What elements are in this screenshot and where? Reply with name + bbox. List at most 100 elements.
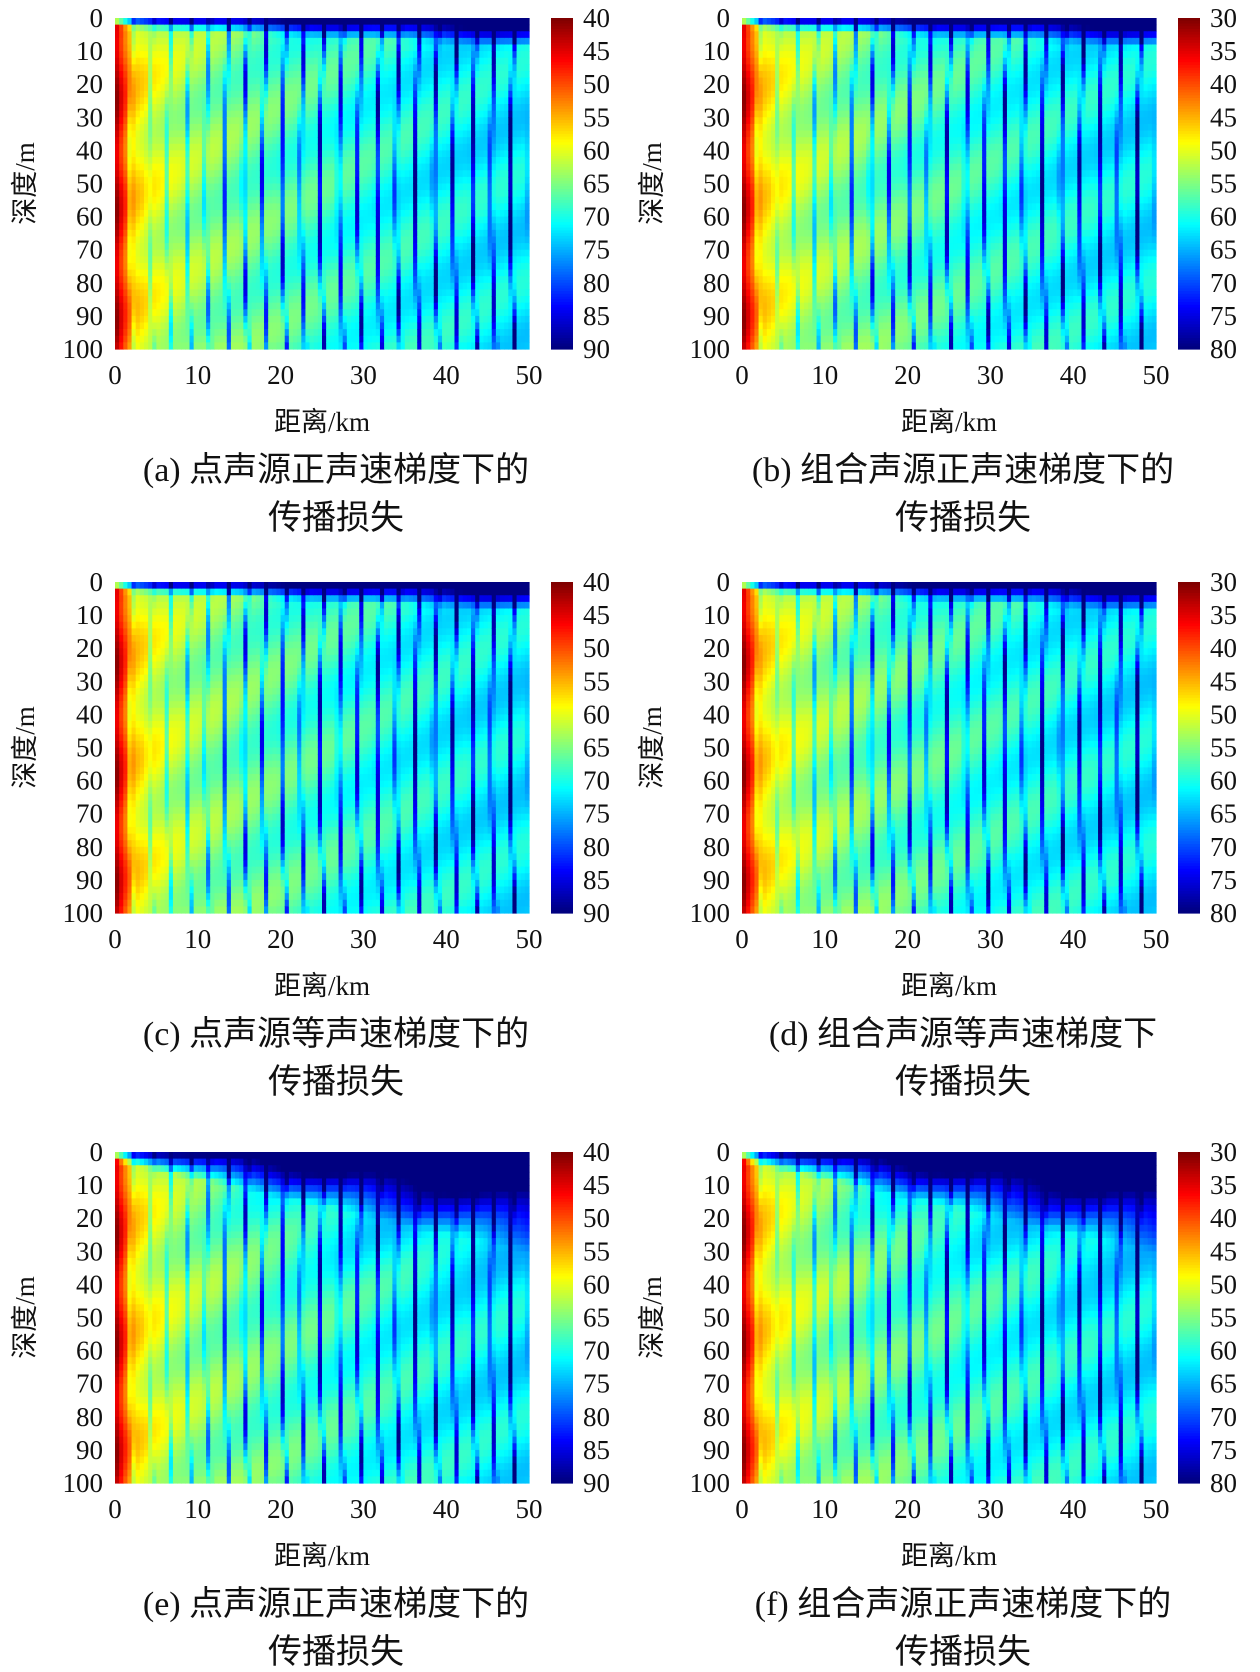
heatmap-cell <box>346 335 352 343</box>
heatmap-cell <box>230 276 236 284</box>
heatmap-cell <box>367 216 373 224</box>
heatmap-cell <box>334 302 340 310</box>
heatmap-cell <box>168 137 174 145</box>
heatmap-cell <box>367 256 373 264</box>
heatmap-cell <box>115 130 120 138</box>
heatmap-cell <box>421 77 427 85</box>
heatmap-cell <box>404 243 410 251</box>
heatmap-cell <box>334 18 340 26</box>
heatmap-cell <box>413 18 418 26</box>
heatmap-cell <box>429 37 435 46</box>
heatmap-cell <box>214 90 220 99</box>
heatmap-cell <box>168 150 174 158</box>
heatmap-cell <box>185 37 191 46</box>
heatmap-cell <box>359 322 364 330</box>
heatmap-cell <box>317 170 323 178</box>
heatmap-cell <box>400 143 406 151</box>
heatmap-cell <box>160 44 166 52</box>
heatmap-cell <box>375 209 381 218</box>
heatmap-cell <box>384 176 389 185</box>
heatmap-cell <box>119 329 124 337</box>
heatmap-cell <box>272 289 278 297</box>
heatmap-cell <box>143 70 149 79</box>
heatmap-cell <box>384 24 389 32</box>
heatmap-cell <box>466 302 472 310</box>
heatmap-cell <box>280 24 286 32</box>
heatmap-cell <box>396 64 402 72</box>
heatmap-cell <box>293 315 298 324</box>
heatmap-cell <box>462 143 468 151</box>
heatmap-cell <box>392 137 398 145</box>
heatmap-cell <box>475 196 480 204</box>
heatmap-cell <box>181 342 186 350</box>
heatmap-cell <box>350 282 356 291</box>
heatmap-cell <box>284 256 290 264</box>
heatmap-cell <box>301 196 307 204</box>
heatmap-cell <box>466 110 472 118</box>
heatmap-cell <box>433 309 439 317</box>
heatmap-cell <box>305 97 311 105</box>
heatmap-cell <box>413 229 418 238</box>
heatmap-cell <box>322 223 327 231</box>
heatmap-cell <box>462 84 468 92</box>
heatmap-cell <box>172 296 178 304</box>
heatmap-cell <box>185 57 191 65</box>
heatmap-cell <box>338 209 344 218</box>
heatmap-cell <box>206 57 211 65</box>
heatmap-cell <box>297 335 302 343</box>
heatmap-cell <box>433 37 439 46</box>
heatmap-cell <box>156 64 162 72</box>
heatmap-cell <box>259 84 265 92</box>
heatmap-cell <box>421 276 427 284</box>
heatmap-cell <box>272 77 278 85</box>
heatmap-cell <box>280 130 286 138</box>
heatmap-cell <box>226 117 232 125</box>
heatmap-cell <box>446 322 451 330</box>
heatmap-cell <box>317 190 323 198</box>
heatmap-cell <box>338 302 344 310</box>
heatmap-cell <box>342 196 348 204</box>
heatmap-cell <box>429 322 435 330</box>
heatmap-cell <box>177 322 182 330</box>
heatmap-cell <box>276 84 282 92</box>
heatmap-cell <box>454 302 460 310</box>
heatmap-cell <box>168 309 174 317</box>
heatmap-cell <box>268 315 273 324</box>
heatmap-cell <box>355 196 360 204</box>
heatmap-cell <box>396 84 402 92</box>
heatmap-cell <box>479 137 485 145</box>
heatmap-cell <box>425 157 431 165</box>
heatmap-cell <box>462 110 468 118</box>
heatmap-cell <box>214 150 220 158</box>
heatmap-cell <box>363 190 369 198</box>
heatmap-cell <box>466 163 472 171</box>
heatmap-cell <box>446 110 451 118</box>
heatmap-cell <box>276 302 282 310</box>
heatmap-cell <box>384 64 389 72</box>
heatmap-cell <box>326 110 331 118</box>
heatmap-cell <box>379 342 385 350</box>
heatmap-cell <box>243 130 249 138</box>
heatmap-cell <box>392 196 398 204</box>
heatmap-cell <box>408 150 414 158</box>
heatmap-cell <box>326 196 331 204</box>
heatmap-cell <box>363 137 369 145</box>
heatmap-cell <box>413 157 418 165</box>
heatmap-cell <box>272 223 278 231</box>
heatmap-cell <box>259 329 265 337</box>
heatmap-cell <box>164 51 170 59</box>
heatmap-cell <box>367 84 373 92</box>
heatmap-cell <box>375 163 381 171</box>
heatmap-cell <box>131 249 137 257</box>
heatmap-cell <box>148 243 153 251</box>
heatmap-cell <box>276 150 282 158</box>
heatmap-cell <box>251 315 257 324</box>
heatmap-cell <box>446 84 451 92</box>
heatmap-cell <box>152 150 157 158</box>
heatmap-cell <box>143 97 149 105</box>
heatmap-cell <box>342 51 348 59</box>
heatmap-cell <box>181 315 186 324</box>
heatmap-cell <box>235 117 240 125</box>
heatmap-cell <box>479 44 485 52</box>
heatmap-cell <box>375 44 381 52</box>
